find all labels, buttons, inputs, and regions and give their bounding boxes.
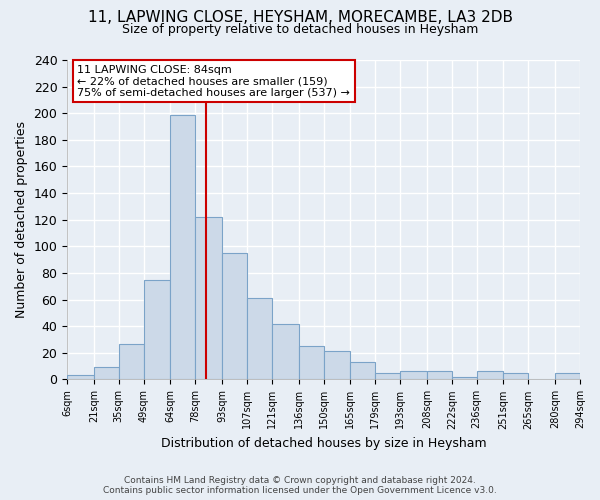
Bar: [247, 298, 272, 380]
Bar: [170, 114, 196, 380]
Bar: [350, 362, 375, 380]
Bar: [323, 352, 350, 380]
Bar: [222, 253, 247, 380]
Bar: [477, 372, 503, 380]
Bar: [400, 372, 427, 380]
Bar: [555, 373, 580, 380]
Bar: [119, 344, 144, 380]
Y-axis label: Number of detached properties: Number of detached properties: [15, 121, 28, 318]
Text: 11 LAPWING CLOSE: 84sqm
← 22% of detached houses are smaller (159)
75% of semi-d: 11 LAPWING CLOSE: 84sqm ← 22% of detache…: [77, 65, 350, 98]
Bar: [375, 373, 400, 380]
Bar: [94, 368, 119, 380]
Bar: [144, 280, 170, 380]
Bar: [272, 324, 299, 380]
Text: Contains HM Land Registry data © Crown copyright and database right 2024.
Contai: Contains HM Land Registry data © Crown c…: [103, 476, 497, 495]
Bar: [67, 376, 94, 380]
Bar: [452, 377, 477, 380]
X-axis label: Distribution of detached houses by size in Heysham: Distribution of detached houses by size …: [161, 437, 487, 450]
Bar: [299, 346, 323, 380]
Text: Size of property relative to detached houses in Heysham: Size of property relative to detached ho…: [122, 22, 478, 36]
Text: 11, LAPWING CLOSE, HEYSHAM, MORECAMBE, LA3 2DB: 11, LAPWING CLOSE, HEYSHAM, MORECAMBE, L…: [88, 10, 512, 25]
Bar: [196, 217, 222, 380]
Bar: [427, 372, 452, 380]
Bar: [503, 373, 529, 380]
